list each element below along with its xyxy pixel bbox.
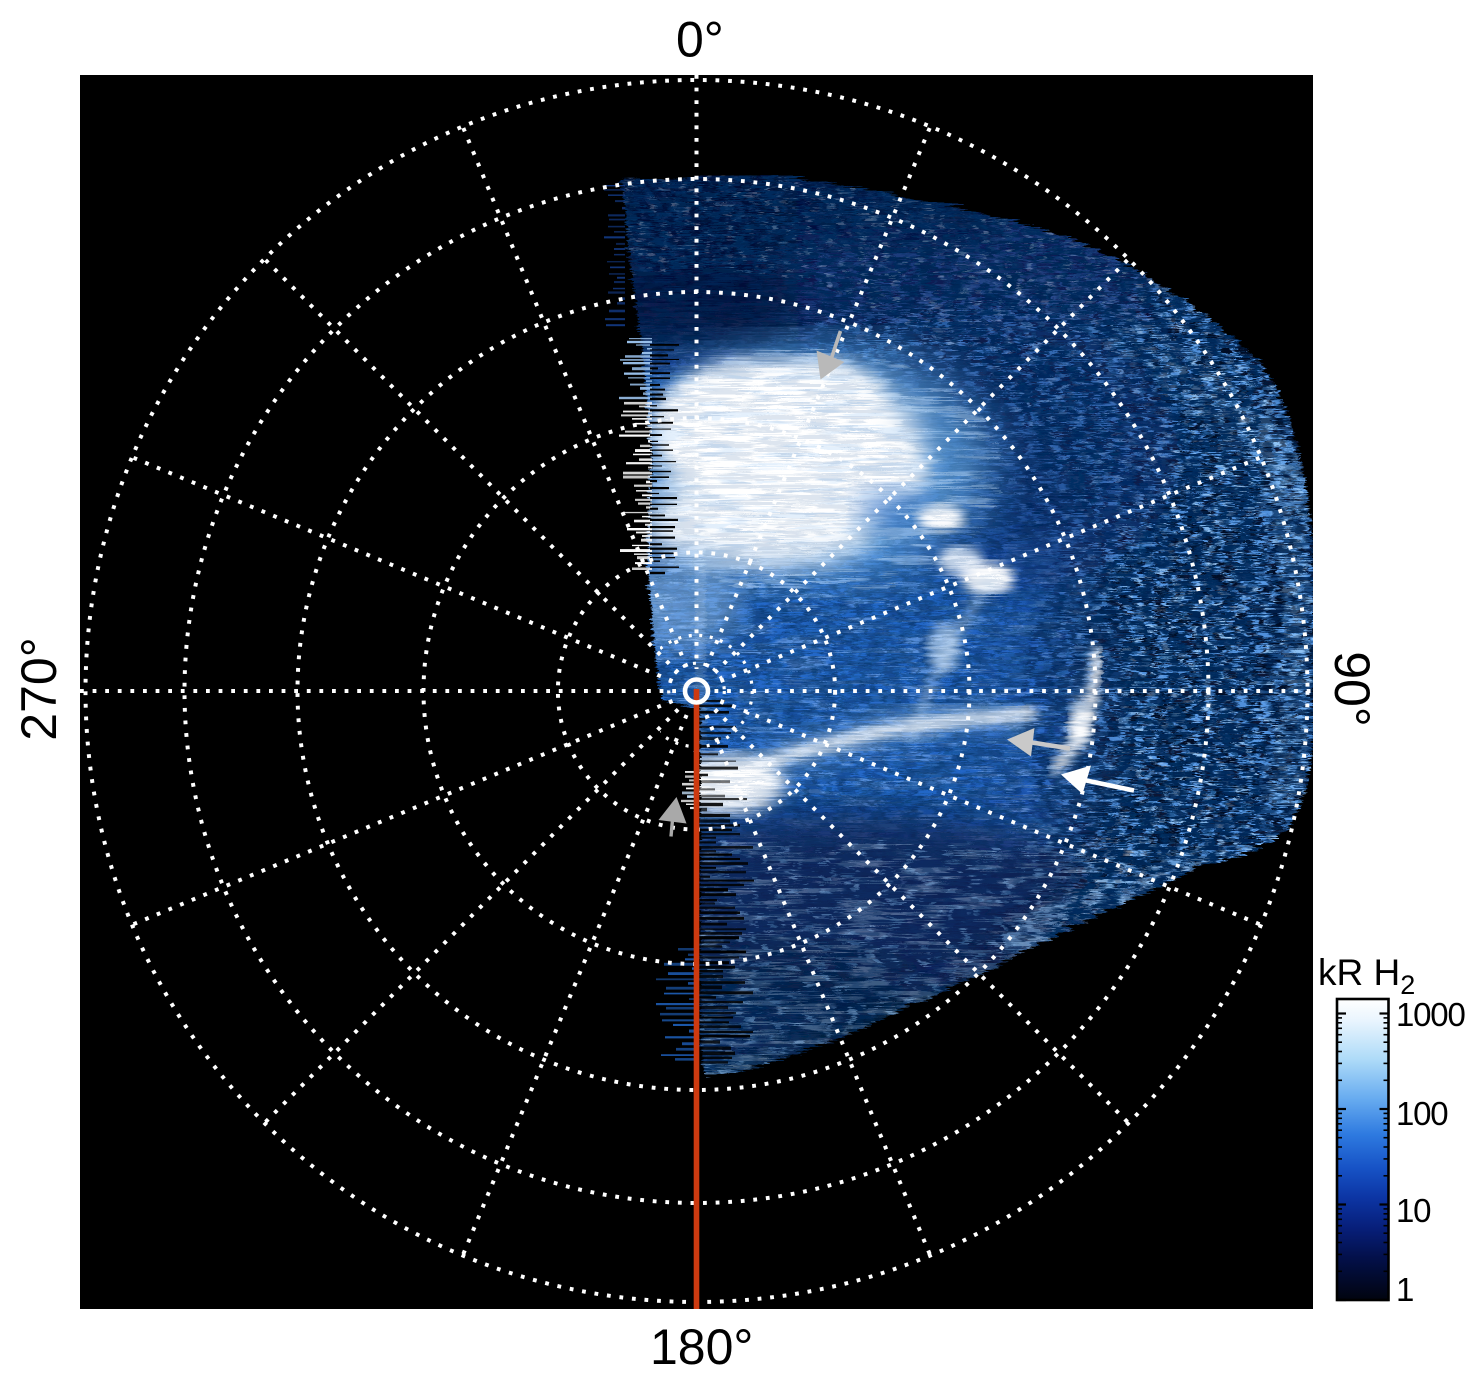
svg-text:0°: 0° — [676, 12, 724, 68]
svg-text:1000: 1000 — [1396, 996, 1465, 1033]
svg-text:180°: 180° — [650, 1319, 753, 1375]
svg-text:1: 1 — [1396, 1271, 1413, 1308]
svg-text:kR H2: kR H2 — [1318, 952, 1415, 1000]
svg-text:270°: 270° — [11, 637, 67, 740]
svg-text:100: 100 — [1396, 1095, 1448, 1132]
svg-text:90°: 90° — [1324, 651, 1380, 727]
svg-text:10: 10 — [1396, 1192, 1431, 1229]
